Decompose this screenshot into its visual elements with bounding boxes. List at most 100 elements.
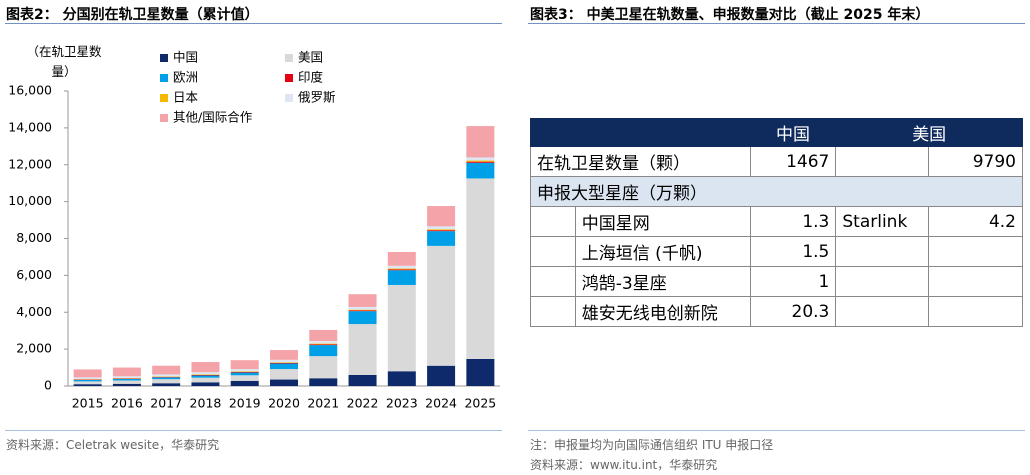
- bar-segment: [191, 374, 220, 376]
- bar-segment: [73, 377, 102, 380]
- cell: [530, 118, 751, 147]
- comparison-table: 中国 美国 在轨卫星数量（颗） 1467 9790 申报大型星座（万颗） 中国星…: [530, 118, 1023, 327]
- bar-segment: [270, 362, 298, 364]
- x-tick-label: 2015: [72, 396, 104, 411]
- legend-label: 中国: [173, 50, 198, 65]
- y-tick-label: 0: [44, 378, 52, 393]
- bar-segment: [427, 230, 456, 232]
- y-tick-label: 2,000: [16, 341, 52, 356]
- bar-segment: [191, 377, 220, 383]
- cell: 1467: [749, 146, 837, 177]
- y-axis-label: （在轨卫星数量）: [26, 44, 102, 79]
- legend-label: 俄罗斯: [298, 90, 336, 105]
- header-cell: 美国: [835, 118, 1023, 147]
- legend-swatch: [160, 94, 168, 102]
- bar-segment: [387, 268, 416, 270]
- table-row: 中国星网 1.3 Starlink 4.2: [530, 206, 1023, 237]
- x-tick-label: 2023: [386, 396, 418, 411]
- bar-segment: [230, 372, 259, 376]
- bar-segment: [348, 309, 377, 311]
- y-tick-label: 16,000: [8, 83, 52, 98]
- note: 注：申报量均为向国际通信组织 ITU 申报口径: [530, 438, 774, 452]
- bar-segment: [387, 371, 416, 386]
- table-row: 雄安无线电创新院 20.3: [530, 296, 1023, 327]
- cell: [835, 266, 930, 297]
- bar-segment: [309, 341, 338, 344]
- bar-segment: [466, 178, 495, 359]
- bar-segment: [309, 356, 338, 379]
- cell: [928, 296, 1023, 327]
- figure-title: 图表2： 分国别在轨卫星数量（累计值）: [6, 7, 259, 23]
- bar-segment: [230, 375, 259, 381]
- bar-segment: [191, 372, 220, 375]
- cell: 上海垣信 (千帆): [574, 236, 751, 267]
- bar-segment: [348, 374, 377, 386]
- cell: [835, 296, 930, 327]
- bar-segment: [112, 383, 141, 386]
- bar-segment: [348, 306, 377, 310]
- bar-segment: [348, 294, 377, 307]
- bar-segment: [309, 345, 338, 357]
- header-cell: 中国: [749, 118, 837, 147]
- bar-segment: [270, 359, 298, 363]
- bar-segment: [152, 377, 181, 380]
- table-header: 中国 美国: [530, 118, 1023, 147]
- bar-segment: [466, 160, 495, 162]
- x-tick-label: 2016: [111, 396, 143, 411]
- table-row: 申报大型星座（万颗）: [530, 176, 1023, 207]
- x-tick-label: 2024: [425, 396, 457, 411]
- bar-segment: [191, 382, 220, 386]
- bar-segment: [191, 374, 220, 375]
- section-cell: 申报大型星座（万颗）: [530, 176, 1023, 207]
- bar-segment: [230, 369, 259, 372]
- bar-segment: [152, 379, 181, 384]
- legend-label: 欧洲: [173, 70, 198, 85]
- bar-segment: [73, 369, 102, 378]
- bar-segment: [309, 344, 338, 346]
- cell: 中国星网: [574, 206, 751, 237]
- cell: [928, 236, 1023, 267]
- cell: [530, 236, 576, 267]
- legend-label: 印度: [298, 70, 324, 85]
- bar-segment: [387, 265, 416, 269]
- footer-rule: [528, 430, 1025, 431]
- bar-segment: [230, 371, 259, 373]
- x-tick-label: 2022: [347, 396, 379, 411]
- title-rule: [5, 23, 502, 24]
- y-tick-label: 10,000: [8, 193, 52, 208]
- bar-segment: [466, 126, 495, 158]
- cell: [530, 206, 576, 237]
- cell: 鸿鹄-3星座: [574, 266, 751, 297]
- bar-segment: [466, 161, 495, 163]
- x-tick-label: 2025: [464, 396, 496, 411]
- legend-swatch: [160, 114, 168, 122]
- x-tick-label: 2019: [229, 396, 261, 411]
- title-rule: [528, 23, 1025, 24]
- cell: [530, 266, 576, 297]
- cell: [530, 296, 576, 327]
- y-tick-label: 8,000: [16, 230, 52, 245]
- bar-segment: [112, 367, 141, 377]
- bar-segment: [270, 363, 298, 370]
- bar-segment: [387, 270, 416, 285]
- bar-segment: [73, 379, 102, 382]
- cell: 1: [749, 266, 837, 297]
- x-tick-label: 2017: [150, 396, 182, 411]
- bar-segment: [387, 251, 416, 266]
- bar-segment: [230, 371, 259, 372]
- bar-segment: [387, 284, 416, 372]
- legend-swatch: [285, 54, 293, 62]
- footer-rule: [5, 430, 502, 431]
- legend-label: 日本: [173, 90, 199, 105]
- bar-segment: [427, 245, 456, 366]
- bar-segment: [230, 380, 259, 386]
- legend-swatch: [285, 94, 293, 102]
- y-tick-label: 14,000: [8, 119, 52, 134]
- bar-segment: [348, 311, 377, 325]
- bar-segment: [427, 226, 456, 230]
- legend-swatch: [285, 74, 293, 82]
- bar-segment: [427, 229, 456, 231]
- cell: 4.2: [928, 206, 1023, 237]
- bar-segment: [270, 350, 298, 360]
